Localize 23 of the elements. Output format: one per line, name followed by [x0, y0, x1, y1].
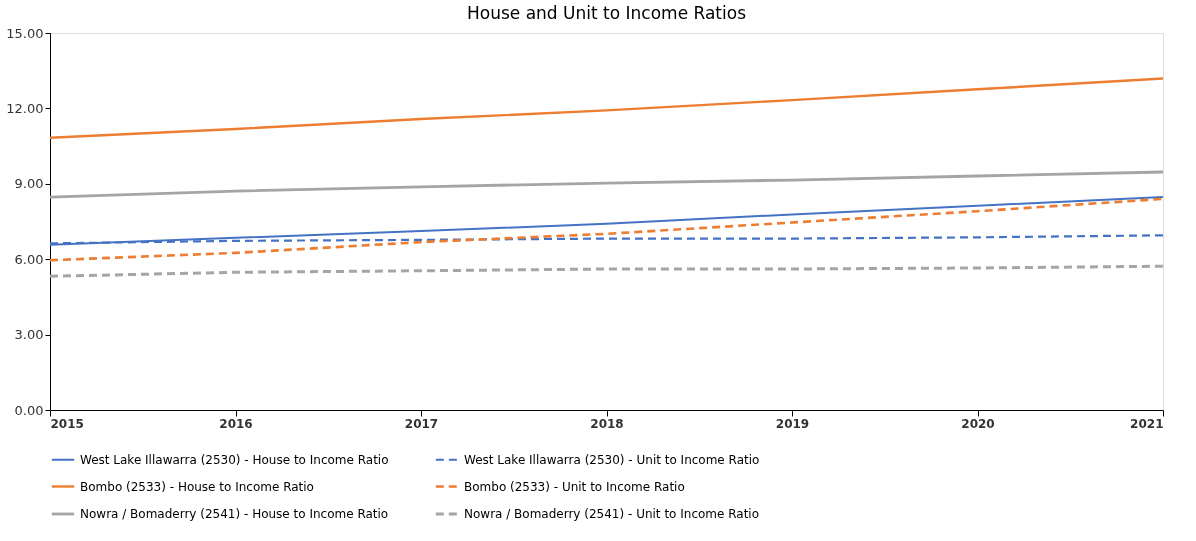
legend-label: Bombo (2533) - Unit to Income Ratio — [464, 479, 685, 494]
x-tick-label: 2019 — [775, 416, 810, 431]
line-series — [48, 264, 1165, 278]
legend-label: West Lake Illawarra (2530) - Unit to Income Ratio — [464, 452, 760, 467]
y-tick-label: 6.00 — [14, 251, 44, 267]
line-series — [48, 77, 1165, 140]
legend-label: Bombo (2533) - House to Income Ratio — [80, 479, 314, 494]
x-tick-label: 2018 — [590, 416, 624, 431]
y-tick-label: 9.00 — [14, 176, 44, 192]
y-tick-label: 12.00 — [6, 100, 44, 116]
chart-title: House and Unit to Income Ratios — [466, 3, 747, 23]
legend-label: Nowra / Bomaderry (2541) - Unit to Income Ratio — [464, 507, 760, 521]
y-tick-label: 15.00 — [6, 25, 44, 41]
y-tick-label: 3.00 — [14, 327, 44, 343]
line-series — [48, 170, 1165, 199]
x-tick-label: 2017 — [404, 416, 439, 431]
x-tick-label: 2016 — [219, 416, 253, 431]
x-tick-label: 2020 — [961, 416, 995, 431]
y-tick-label: 0.00 — [14, 402, 44, 418]
legend-label: Nowra / Bomaderry (2541) - House to Income Ratio — [80, 507, 389, 521]
legend-label: West Lake Illawarra (2530) - House to Income Ratio — [80, 452, 389, 467]
x-tick-label: 2015 — [50, 416, 84, 431]
x-tick-label: 2021 — [1130, 416, 1164, 431]
